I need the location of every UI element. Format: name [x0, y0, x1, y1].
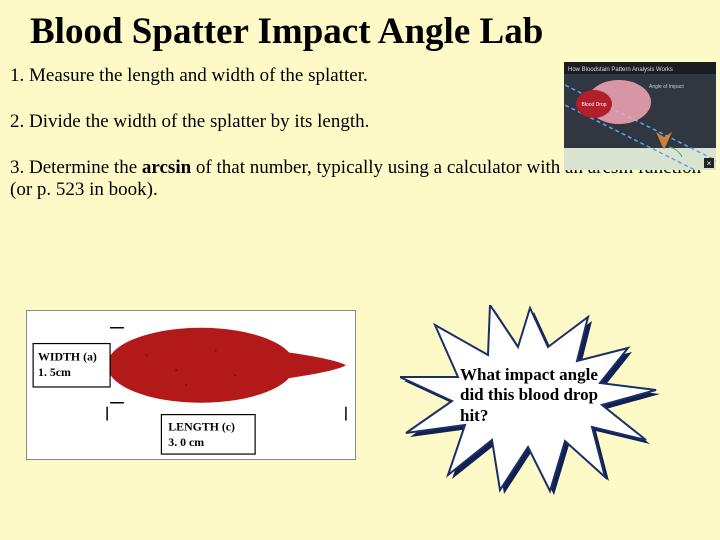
starburst-line1: What impact angle: [460, 365, 598, 384]
svg-text:Blood Drop: Blood Drop: [581, 102, 606, 108]
page-title: Blood Spatter Impact Angle Lab: [0, 0, 720, 53]
starburst-line3: hit?: [460, 406, 488, 425]
svg-text:3. 0 cm: 3. 0 cm: [168, 435, 204, 449]
step3-bold: arcsin: [142, 157, 191, 178]
starburst-line2: did this blood drop: [460, 385, 598, 404]
svg-text:LENGTH (c): LENGTH (c): [168, 419, 235, 433]
step3-a: 3. Determine the: [10, 157, 142, 178]
svg-text:×: ×: [707, 159, 712, 168]
blood-splatter-figure: WIDTH (a) 1. 5cm LENGTH (c) 3. 0 cm: [26, 310, 356, 460]
svg-text:How Bloodstain Pattern Analysi: How Bloodstain Pattern Analysis Works: [568, 67, 673, 73]
svg-text:WIDTH (a): WIDTH (a): [38, 349, 97, 363]
starburst-text: What impact angle did this blood drop hi…: [460, 365, 630, 426]
svg-text:1. 5cm: 1. 5cm: [38, 365, 71, 379]
corner-diagram: How Bloodstain Pattern Analysis Works Bl…: [564, 62, 716, 170]
svg-text:Angle of Impact: Angle of Impact: [649, 84, 684, 90]
